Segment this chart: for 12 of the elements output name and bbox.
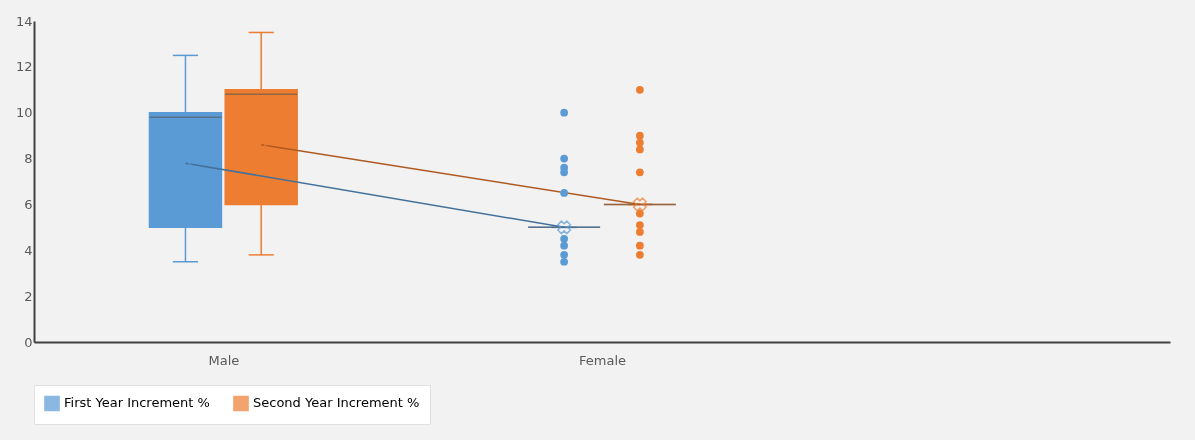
x-tick-label: Female bbox=[578, 352, 627, 368]
y-tick-label: 2 bbox=[24, 288, 33, 304]
legend-label: First Year Increment % bbox=[64, 395, 210, 411]
y-tick-label: 12 bbox=[15, 59, 33, 75]
legend-label: Second Year Increment % bbox=[253, 395, 420, 411]
y-tick-label: 10 bbox=[15, 105, 33, 121]
y-tick-label: 6 bbox=[24, 196, 33, 212]
y-tick-label: 0 bbox=[24, 334, 33, 350]
y-tick-label: 14 bbox=[15, 13, 33, 29]
y-tick-label: 8 bbox=[24, 151, 33, 167]
x-tick-label: Male bbox=[208, 352, 240, 368]
y-tick-label: 4 bbox=[24, 242, 33, 258]
